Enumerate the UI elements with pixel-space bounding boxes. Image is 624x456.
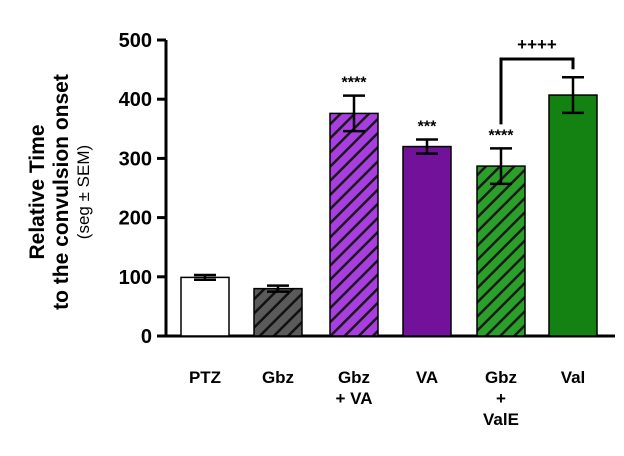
error-bar-gbz-vale bbox=[490, 147, 512, 186]
x-label-gbz-va: Gbz + VA bbox=[299, 367, 409, 409]
y-tick-label-300: 300 bbox=[119, 148, 152, 170]
x-label-va: VA bbox=[372, 367, 482, 388]
x-label-line: Gbz bbox=[337, 368, 371, 387]
x-label-line: Gbz bbox=[484, 368, 518, 387]
error-bar-ptz bbox=[194, 273, 216, 282]
y-axis-label-line3: (seg ± SEM) bbox=[74, 144, 93, 240]
bar-va bbox=[402, 145, 452, 337]
significance-label-va: *** bbox=[418, 118, 437, 135]
y-tick-label-400: 400 bbox=[119, 89, 152, 111]
y-axis-label: Relative Time to the convulsion onset (s… bbox=[26, 42, 94, 342]
y-axis-label-line2: to the convulsion onset bbox=[50, 74, 73, 310]
comparison-bracket bbox=[499, 57, 575, 125]
comparison-label: ++++ bbox=[517, 35, 557, 54]
error-bar-gbz-va bbox=[343, 94, 365, 133]
y-tick-label-200: 200 bbox=[119, 208, 152, 230]
x-label-gbz: Gbz bbox=[223, 367, 333, 388]
significance-label-gbz-vale: **** bbox=[489, 127, 515, 144]
x-label-line: ValE bbox=[483, 410, 519, 429]
x-label-gbz-vale: Gbz + ValE bbox=[446, 367, 556, 430]
x-label-line: Val bbox=[560, 368, 586, 387]
y-axis-label-line1: Relative Time bbox=[26, 124, 49, 260]
x-label-val: Val bbox=[518, 367, 624, 388]
y-tick-label-0: 0 bbox=[141, 326, 152, 348]
x-label-line: + VA bbox=[335, 389, 373, 408]
y-tick-label-100: 100 bbox=[119, 267, 152, 289]
y-tick-label-500: 500 bbox=[119, 30, 152, 52]
error-bar-va bbox=[416, 138, 438, 155]
bar-gbz-va bbox=[329, 112, 379, 337]
error-bar-gbz bbox=[267, 284, 289, 293]
bar-gbz bbox=[253, 287, 303, 337]
error-bar-val bbox=[562, 76, 584, 115]
bar-val bbox=[548, 94, 598, 337]
significance-label-gbz-va: **** bbox=[342, 75, 368, 92]
bar-gbz-vale bbox=[476, 165, 526, 337]
x-label-line: Gbz bbox=[261, 368, 295, 387]
x-label-line: + bbox=[496, 389, 506, 408]
x-label-line: PTZ bbox=[188, 368, 222, 387]
bar-ptz bbox=[180, 276, 230, 337]
x-label-ptz: PTZ bbox=[150, 367, 260, 388]
x-label-line: VA bbox=[415, 368, 439, 387]
